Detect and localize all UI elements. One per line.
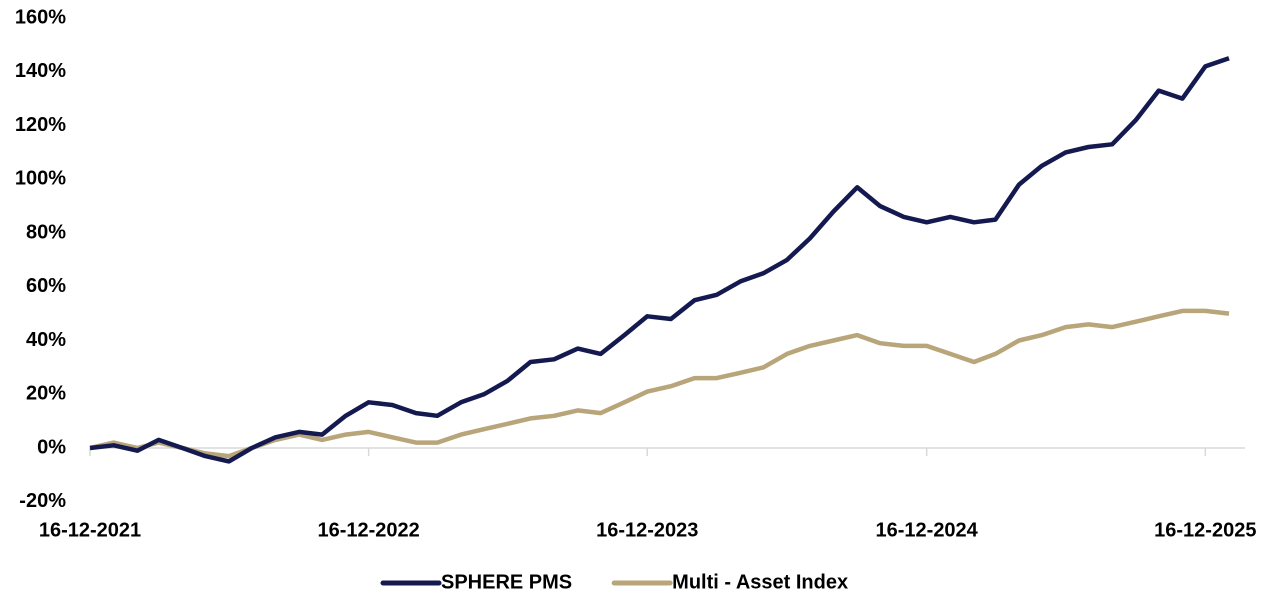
x-tick-label: 16-12-2025 <box>1154 519 1256 541</box>
x-tick-label: 16-12-2022 <box>317 519 419 541</box>
x-tick-label: 16-12-2023 <box>596 519 698 541</box>
y-tick-label: 160% <box>15 6 66 28</box>
y-tick-label: 60% <box>26 275 66 297</box>
series-line <box>89 308 1230 459</box>
x-tick-label: 16-12-2024 <box>876 519 979 541</box>
y-tick-label: -20% <box>19 490 66 512</box>
series-line <box>89 56 1230 464</box>
x-tick-label: 16-12-2021 <box>39 519 141 541</box>
legend-label: Multi - Asset Index <box>672 571 848 593</box>
y-tick-label: 140% <box>15 60 66 82</box>
y-tick-label: 80% <box>26 221 66 243</box>
y-tick-label: 120% <box>15 114 66 136</box>
y-tick-label: 100% <box>15 168 66 190</box>
y-tick-label: 0% <box>37 436 66 458</box>
y-tick-label: 40% <box>26 329 66 351</box>
y-tick-label: 20% <box>26 383 66 405</box>
legend-label: SPHERE PMS <box>441 571 572 593</box>
